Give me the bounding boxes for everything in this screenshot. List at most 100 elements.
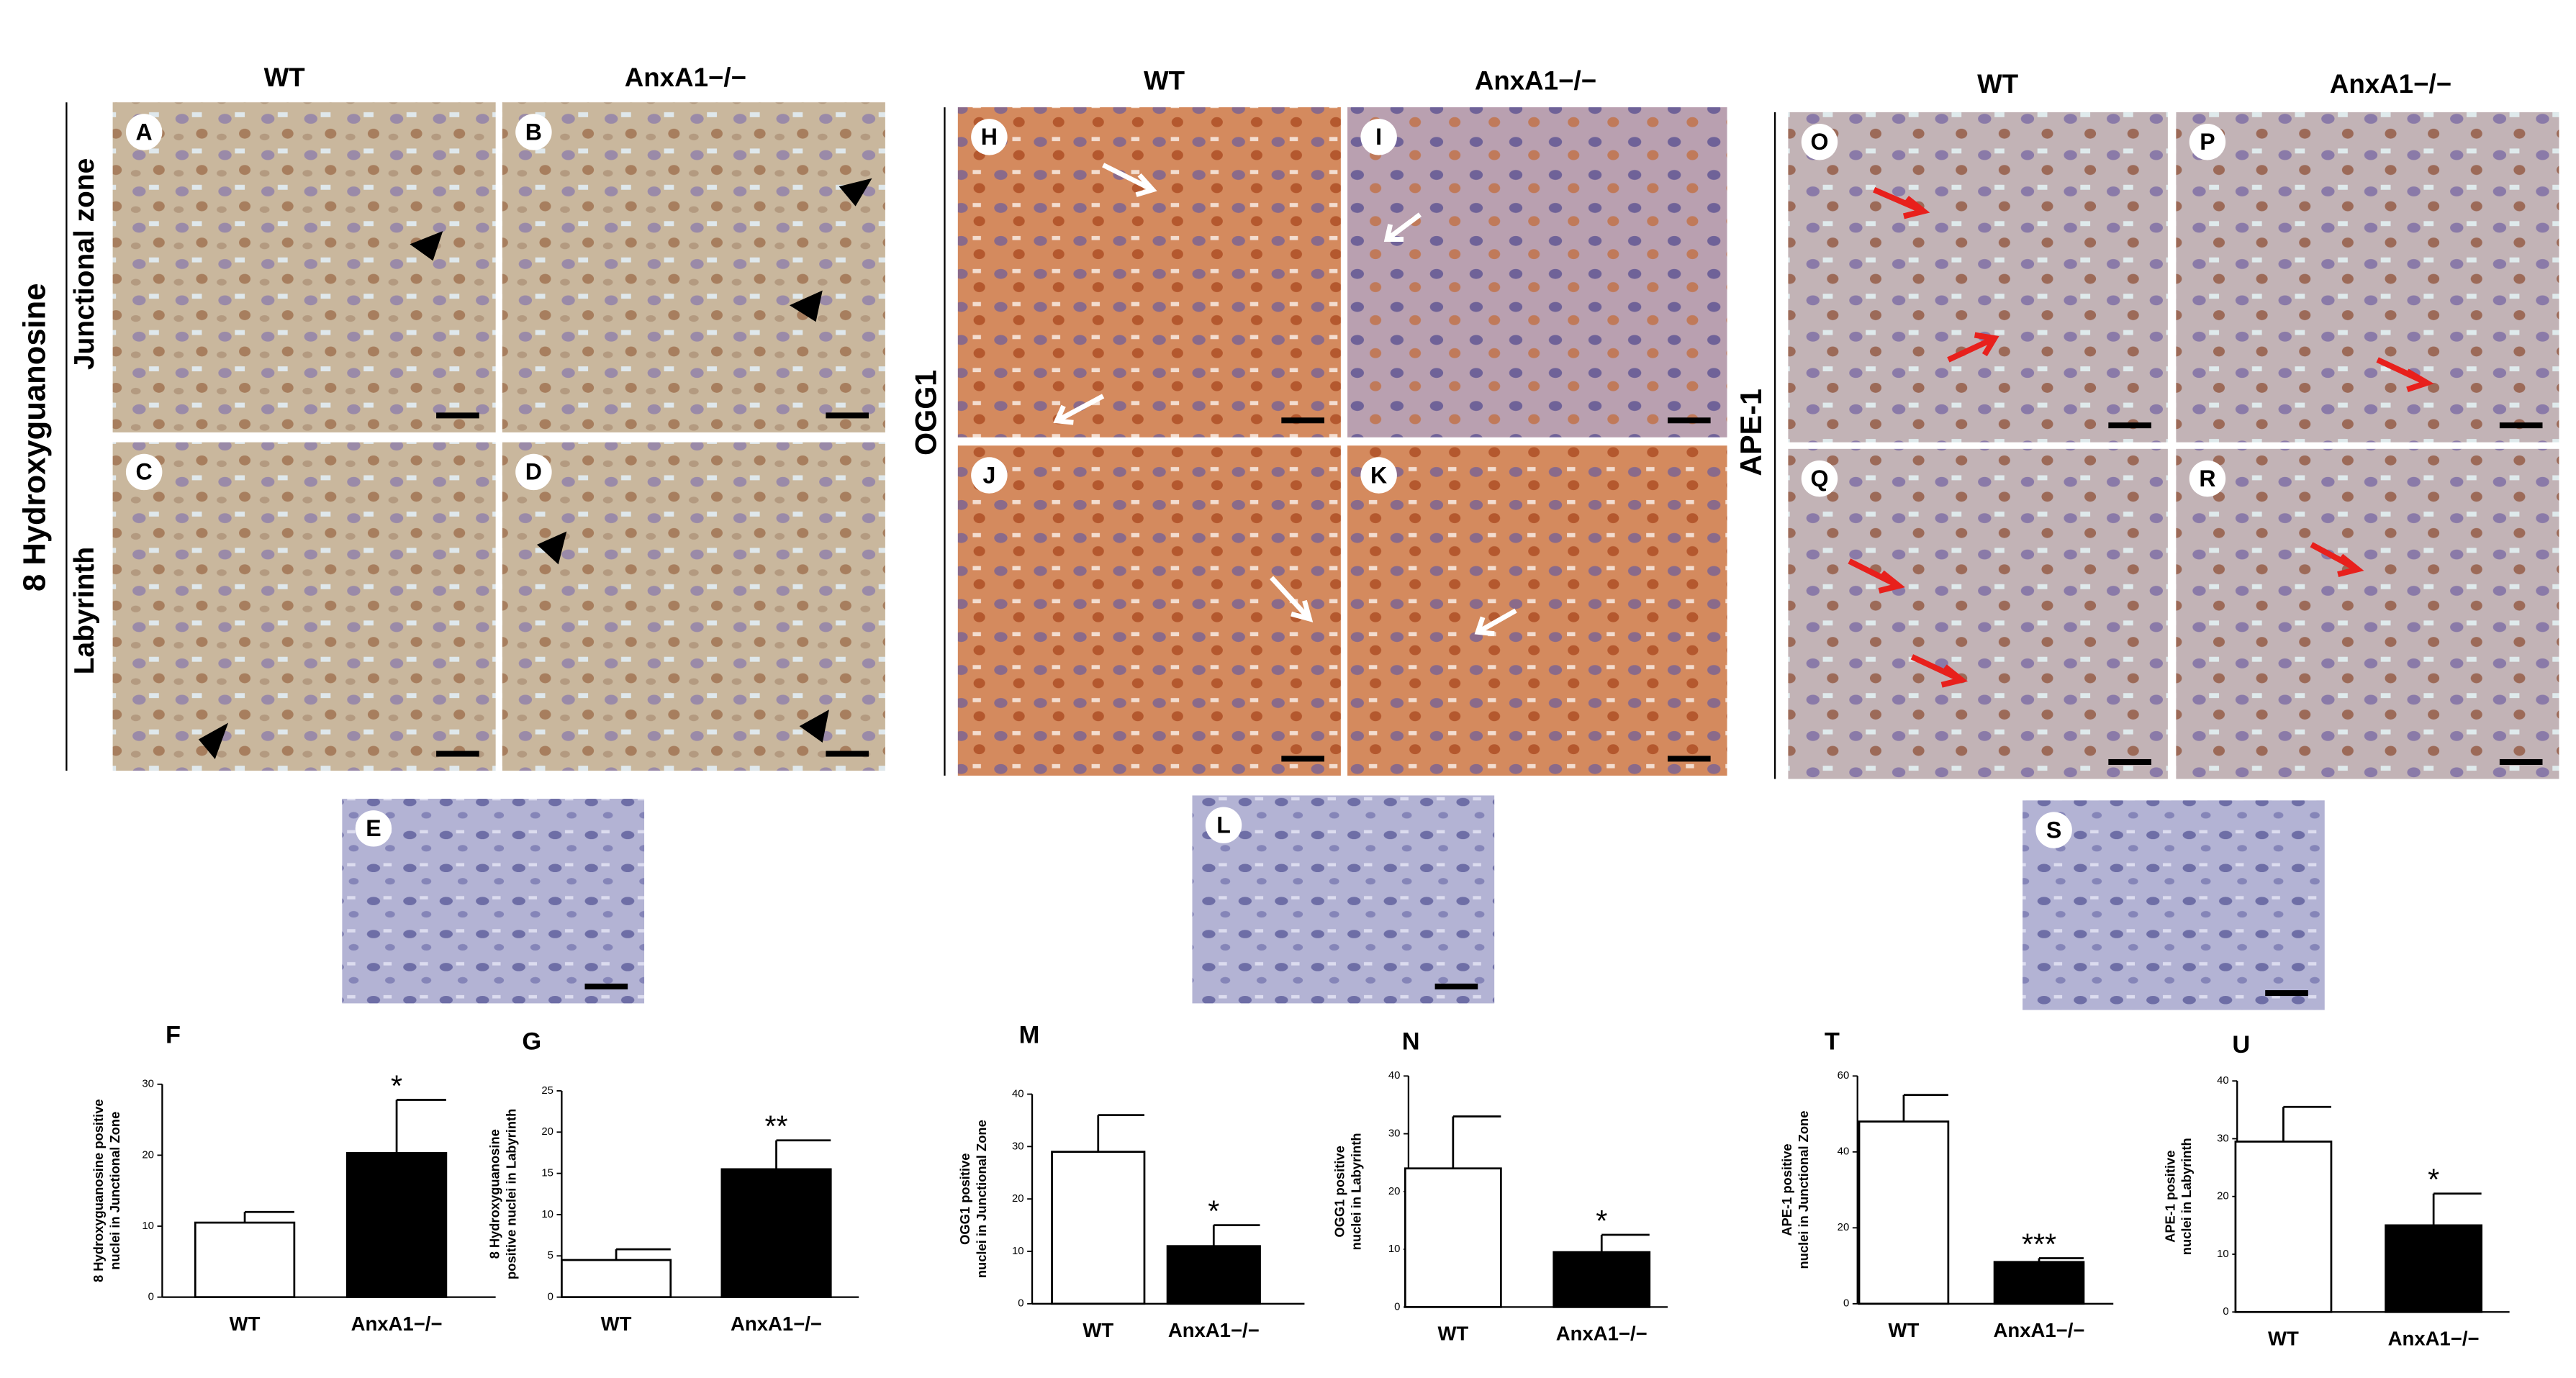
panel-badge: [1801, 124, 1838, 160]
significance: *: [1596, 1205, 1607, 1238]
y-tick-label: 40: [1012, 1088, 1024, 1100]
panel-badge: [1360, 457, 1397, 494]
y-tick-label: 20: [1838, 1222, 1850, 1233]
scale-bar: [436, 751, 479, 757]
scale-bar: [436, 412, 479, 419]
y-tick-label: 30: [2217, 1133, 2229, 1144]
y-axis-label: nuclei in Junctional Zone: [974, 1120, 989, 1278]
arrow: [1102, 163, 1157, 197]
arrow: [1873, 187, 1930, 219]
micrograph: [957, 107, 1341, 438]
arrow: [1947, 332, 1999, 363]
row-label: OGG1: [909, 370, 942, 455]
y-tick-label: 20: [2217, 1191, 2229, 1202]
x-tick-label: WT: [230, 1313, 261, 1335]
panel-letter: P: [2200, 129, 2215, 155]
panel-letter: J: [982, 462, 995, 488]
panel-letter: I: [1375, 124, 1382, 150]
bar: [194, 1221, 296, 1298]
bar: [1404, 1167, 1502, 1308]
arrow: [1383, 212, 1422, 242]
panel-letter: E: [366, 815, 381, 841]
arrow: [1848, 558, 1905, 594]
micrograph: [2176, 448, 2559, 779]
y-tick-label: 40: [2217, 1075, 2229, 1087]
scale-bar: [826, 751, 869, 757]
column-header: AnxA1−/−: [1475, 65, 1596, 95]
column-header: WT: [1144, 65, 1185, 95]
bar: [2234, 1141, 2333, 1313]
y-tick-label: 10: [541, 1209, 553, 1220]
y-axis-label: positive nuclei in Labyrinth: [503, 1109, 518, 1279]
y-axis-label: APE-1 positive: [1779, 1143, 1794, 1236]
y-tick-label: 30: [1388, 1128, 1401, 1140]
panel-letter: B: [525, 119, 542, 145]
micrograph: [1347, 107, 1727, 438]
scale-bar: [2108, 758, 2151, 765]
row-label: Labyrinth: [69, 547, 100, 675]
y-tick-label: 10: [1012, 1246, 1024, 1257]
panel-badge: [515, 453, 552, 491]
scale-bar: [584, 983, 628, 989]
panel-badge: [515, 114, 552, 150]
scale-bar: [2265, 990, 2308, 997]
y-tick-label: 0: [1018, 1298, 1023, 1310]
bar: [561, 1259, 672, 1298]
y-tick-label: 25: [541, 1085, 553, 1097]
bar: [1166, 1245, 1261, 1305]
scale-bar: [2108, 422, 2151, 429]
row-label: APE-1: [1735, 389, 1768, 476]
arrow: [1270, 576, 1314, 622]
panel-letter: K: [1370, 462, 1387, 488]
y-axis-label: OGG1 positive: [957, 1153, 972, 1245]
panel-badge: [355, 810, 392, 847]
panel-badge: [2189, 460, 2226, 497]
panel-badge: [2189, 124, 2226, 160]
x-tick-label: AnxA1−/−: [731, 1313, 822, 1335]
y-axis-label: OGG1 positive: [1332, 1146, 1347, 1237]
y-tick-label: 0: [548, 1292, 553, 1303]
panel-letter: R: [2199, 466, 2215, 491]
micrograph: [1788, 112, 2168, 443]
y-tick-label: 40: [1838, 1146, 1850, 1158]
micrograph: [1192, 795, 1495, 1004]
micrograph: [2023, 800, 2325, 1010]
micrograph: [2176, 112, 2559, 443]
significance: *: [2428, 1164, 2439, 1197]
bar: [1051, 1151, 1146, 1305]
micrograph: [342, 799, 645, 1004]
column-header: AnxA1−/−: [2330, 69, 2451, 99]
arrowhead: [410, 231, 443, 261]
y-tick-label: 30: [1012, 1141, 1024, 1152]
y-tick-label: 10: [1388, 1243, 1401, 1255]
chart-label: F: [166, 1021, 181, 1048]
y-axis-label: nuclei in Junctional Zone: [1796, 1111, 1811, 1269]
section-lines: [65, 102, 1776, 779]
chart-label: T: [1825, 1028, 1840, 1056]
y-tick-label: 20: [1388, 1186, 1401, 1197]
panel-badge: [125, 453, 163, 491]
y-tick-label: 40: [1388, 1070, 1401, 1082]
chart-label: N: [1402, 1028, 1420, 1056]
significance: *: [391, 1069, 402, 1102]
micrograph: [112, 102, 496, 432]
y-tick-label: 0: [148, 1292, 154, 1303]
panel-letter: S: [2046, 817, 2061, 843]
bar: [1858, 1120, 1950, 1305]
significance: *: [1208, 1195, 1219, 1228]
panel-badge: [1801, 460, 1838, 497]
bar: [1993, 1261, 2085, 1305]
bar: [720, 1168, 832, 1298]
y-tick-label: 0: [1394, 1301, 1400, 1313]
x-tick-label: WT: [2268, 1328, 2299, 1350]
x-tick-label: AnxA1−/−: [1168, 1319, 1260, 1341]
row-label: 8 Hydroxyguanosine: [18, 284, 53, 591]
y-axis-label: 8 Hydroxyguanosine positive: [91, 1099, 106, 1282]
panel-badge: [125, 114, 163, 150]
arrow: [1053, 394, 1105, 425]
x-tick-label: WT: [1083, 1319, 1113, 1341]
arrowhead: [839, 178, 872, 207]
scale-bar: [1667, 756, 1711, 762]
panel-letter: C: [136, 459, 153, 485]
